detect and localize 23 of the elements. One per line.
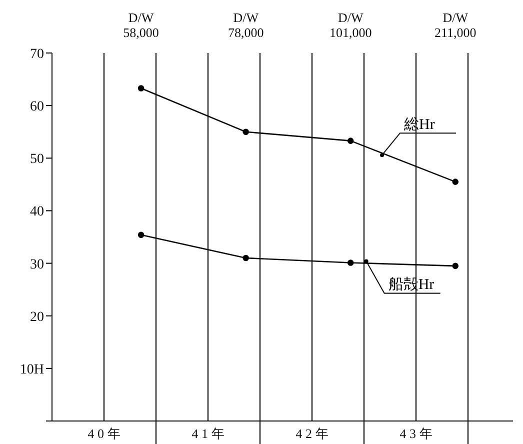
y-tick-label: 30 xyxy=(30,257,44,272)
text: 4 1 年 xyxy=(192,426,224,441)
y-tick-label: 70 xyxy=(30,46,44,62)
text: 4 2 年 xyxy=(296,426,328,441)
x-tick-label: D/W 58,000 xyxy=(123,10,159,40)
point xyxy=(452,178,459,185)
text: 4 3 年 xyxy=(400,426,432,441)
y-tick-label: 50 xyxy=(30,152,44,168)
point xyxy=(138,232,144,238)
y-tick-label: 40 xyxy=(30,204,44,220)
point xyxy=(242,128,249,136)
point xyxy=(138,85,144,92)
text: 4 0 年 xyxy=(88,426,120,441)
y-tick-label: 60 xyxy=(30,100,44,115)
y-tick-label: 10H xyxy=(20,362,44,378)
x-tick-label: D/W 211,000 xyxy=(434,10,476,40)
y-tick-label: 20 xyxy=(30,310,44,325)
x-tick-label: D/W 78,000 xyxy=(228,10,264,40)
point xyxy=(242,254,249,262)
point xyxy=(347,138,354,144)
point xyxy=(347,260,354,266)
x-tick-label: D/W 101,000 xyxy=(329,10,372,40)
point xyxy=(452,262,459,270)
